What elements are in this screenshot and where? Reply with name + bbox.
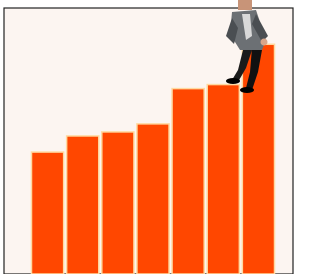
bar	[32, 152, 64, 274]
illustration	[0, 0, 297, 274]
shoe	[240, 87, 254, 93]
head	[238, 0, 252, 10]
shoe	[226, 78, 240, 84]
page: {"chart_data": {"type": "bar", "values":…	[0, 0, 297, 274]
bar	[67, 136, 99, 274]
bar	[102, 132, 134, 274]
bar	[137, 124, 169, 274]
bar	[207, 85, 239, 274]
bar	[172, 89, 204, 274]
bar	[242, 44, 274, 274]
hand	[261, 39, 268, 46]
